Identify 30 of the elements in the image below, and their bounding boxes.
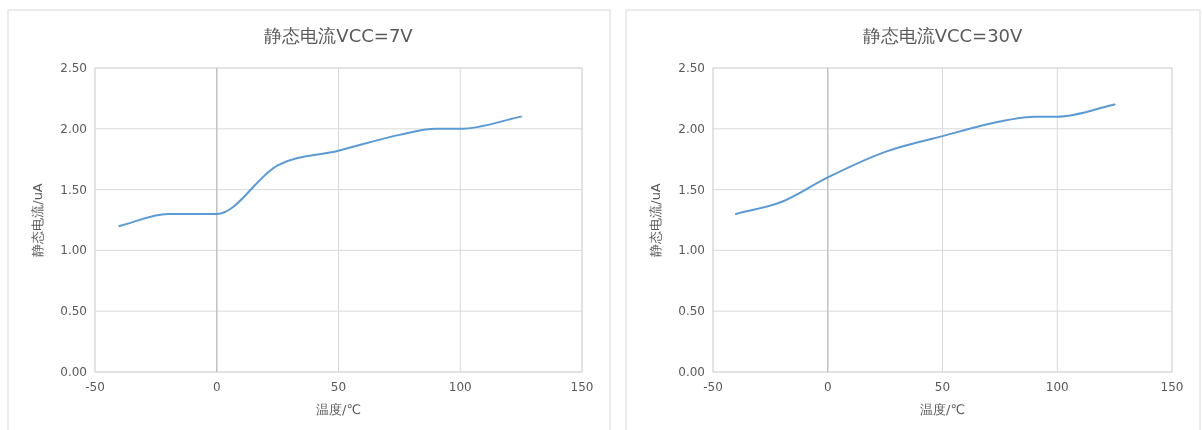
line-series (734, 103, 1116, 215)
y-axis-title: 静态电流/uA (30, 183, 45, 257)
x-tick-label: 150 (1160, 380, 1184, 394)
y-tick-label: 0.00 (60, 365, 87, 379)
y-tick-label: 2.00 (678, 121, 705, 136)
y-tick-label: 0.50 (678, 304, 705, 319)
y-axis-title: 静态电流/uA (648, 183, 663, 257)
y-tick-label: 0.00 (678, 365, 705, 379)
y-tick-label: 2.00 (60, 121, 87, 136)
x-tick-label: 0 (823, 380, 832, 394)
x-tick-label: -50 (85, 380, 105, 394)
x-tick-label: 50 (330, 380, 347, 394)
line-series (118, 115, 523, 228)
x-tick-label: 150 (570, 380, 594, 394)
x-tick-label: 100 (1045, 380, 1069, 394)
x-tick-label: 100 (448, 380, 472, 394)
x-tick-label: -50 (703, 380, 723, 394)
y-tick-label: 2.50 (678, 61, 705, 75)
y-tick-label: 1.50 (678, 182, 705, 197)
x-axis-title: 温度/℃ (920, 402, 965, 417)
x-tick-label: 0 (212, 380, 221, 394)
y-tick-label: 1.00 (678, 243, 705, 258)
y-tick-label: 0.50 (60, 304, 87, 319)
y-tick-label: 1.50 (60, 182, 87, 197)
chart-title: 静态电流VCC=7V (264, 25, 414, 46)
chart-title: 静态电流VCC=30V (862, 25, 1024, 46)
x-tick-label: 50 (934, 380, 951, 394)
y-tick-label: 2.50 (60, 61, 87, 75)
y-tick-label: 1.00 (60, 243, 87, 258)
x-axis-title: 温度/℃ (316, 402, 361, 417)
